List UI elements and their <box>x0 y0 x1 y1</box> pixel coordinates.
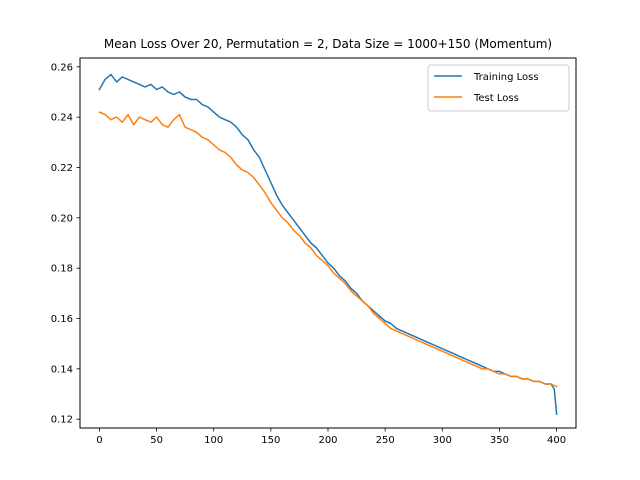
y-tick-label: 0.22 <box>51 163 73 174</box>
legend-box <box>427 64 570 112</box>
x-axis: 0 50 100 150 200 250 300 350 400 <box>96 428 566 446</box>
x-tick-label: 50 <box>150 435 163 446</box>
y-axis: 0.12 0.14 0.16 0.18 0.20 0.22 0.24 0.26 <box>51 62 80 426</box>
y-tick-label: 0.20 <box>51 213 73 224</box>
y-tick-label: 0.16 <box>51 314 73 325</box>
y-tick-label: 0.24 <box>51 113 73 124</box>
x-tick-label: 200 <box>318 435 337 446</box>
x-tick-label: 150 <box>261 435 280 446</box>
y-tick-label: 0.26 <box>51 62 73 73</box>
x-tick-label: 100 <box>204 435 223 446</box>
x-tick-label: 350 <box>490 435 509 446</box>
series-line-test-loss <box>98 111 558 388</box>
x-tick-label: 250 <box>376 435 395 446</box>
series-line-training-loss <box>98 73 558 416</box>
x-tick-label: 300 <box>433 435 452 446</box>
y-tick-label: 0.12 <box>51 415 73 426</box>
chart-title: Mean Loss Over 20, Permutation = 2, Data… <box>104 37 552 51</box>
x-tick-label: 400 <box>547 435 566 446</box>
y-tick-label: 0.14 <box>51 364 73 375</box>
x-tick-label: 0 <box>96 435 102 446</box>
y-tick-label: 0.18 <box>51 264 73 275</box>
series-layer <box>98 73 558 416</box>
legend-label: Training Loss <box>473 72 539 83</box>
legend-label: Test Loss <box>473 93 519 104</box>
legend: Training Loss Test Loss <box>427 64 570 112</box>
